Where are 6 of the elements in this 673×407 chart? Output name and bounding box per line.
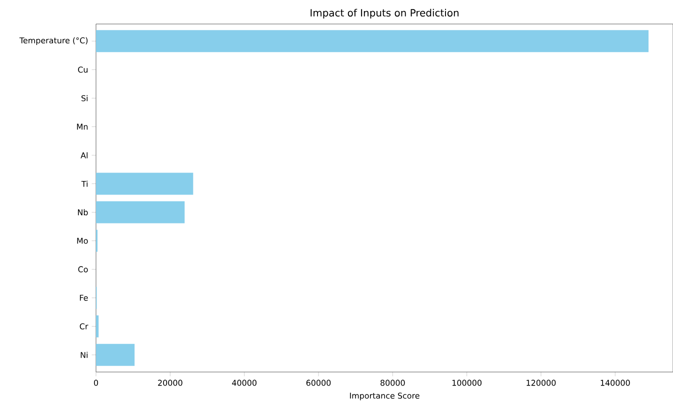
- bar: [96, 172, 194, 195]
- bar: [96, 201, 185, 224]
- chart-title: Impact of Inputs on Prediction: [310, 8, 458, 19]
- bar: [96, 344, 135, 366]
- bar: [96, 315, 99, 338]
- bar: [96, 30, 649, 52]
